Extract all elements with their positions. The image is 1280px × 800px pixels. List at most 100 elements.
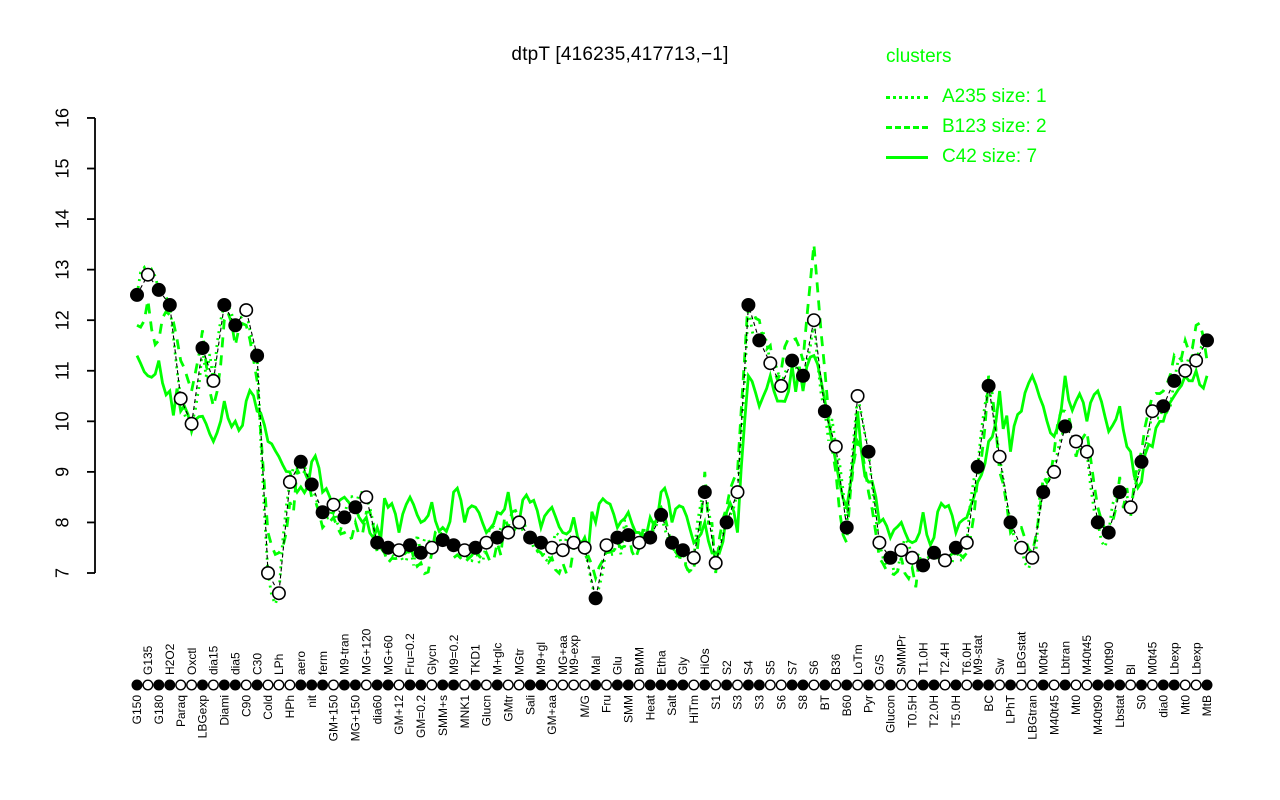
condition-label: Fru [600,695,614,713]
open-point-marker [708,555,723,570]
legend-title: clusters [886,46,952,67]
filled-point-marker [654,507,669,522]
condition-marker [753,679,765,691]
open-point-marker [173,391,188,406]
condition-label: S1 [709,695,723,710]
condition-label: Diami [218,695,232,726]
condition-marker [819,679,831,691]
condition-label: LBGstat [1015,631,1029,675]
open-point-marker [512,515,527,530]
condition-label: M0t45 [1146,641,1160,675]
open-point-marker [1189,353,1204,368]
condition-marker [448,679,460,691]
condition-marker [961,679,973,691]
condition-label: Mt0 [1178,695,1192,715]
condition-label: Lbexp [1167,642,1181,675]
condition-label: BMM [632,647,646,675]
condition-label: Oxctl [185,648,199,675]
filled-point-marker [741,297,756,312]
condition-marker [502,679,514,691]
condition-label: H2O2 [163,643,177,675]
condition-label: Pyr [862,695,876,713]
dotted-line-icon [886,95,928,99]
condition-marker [284,679,296,691]
open-point-marker [501,525,516,540]
condition-label: nit [305,694,319,707]
condition-marker [808,679,820,691]
condition-marker [677,679,689,691]
condition-label: BC [982,695,996,712]
condition-label: M9-exp [567,635,581,675]
open-point-marker [424,540,439,555]
open-point-marker [894,543,909,558]
condition-marker [622,679,634,691]
condition-marker [994,679,1006,691]
condition-marker [1026,679,1038,691]
condition-marker [928,679,940,691]
condition-label: GM+12 [392,695,406,735]
condition-marker [1114,679,1126,691]
condition-label: BT [818,694,832,710]
condition-label: ferm [316,651,330,675]
condition-marker [153,679,165,691]
condition-marker [338,679,350,691]
open-point-marker [959,535,974,550]
condition-label: Glucon [884,695,898,733]
condition-label: C30 [250,653,264,675]
condition-marker [895,679,907,691]
open-point-marker [282,474,297,489]
open-point-marker [206,373,221,388]
filled-point-marker [916,558,931,573]
y-axis: 7 8 9 10 11 12 13 14 15 16 [52,108,96,578]
condition-label: G135 [141,645,155,675]
condition-marker [884,679,896,691]
condition-marker [590,679,602,691]
condition-label: C90 [239,695,253,717]
filled-point-marker [402,538,417,553]
condition-label: aero [294,651,308,675]
condition-marker [1015,679,1027,691]
condition-marker [470,679,482,691]
condition-marker [1092,679,1104,691]
gene-data-points [130,267,1215,606]
filled-point-marker [337,510,352,525]
condition-marker [229,679,241,691]
condition-label: GM=0.2 [414,695,428,738]
open-point-marker [1079,444,1094,459]
y-tick-label: 11 [52,361,72,380]
open-point-marker [140,267,155,282]
condition-marker [546,679,558,691]
condition-marker [732,679,744,691]
open-point-marker [632,535,647,550]
condition-marker [273,679,285,691]
condition-label: S7 [785,660,799,675]
filled-point-marker [664,535,679,550]
condition-label: LPhT [1004,694,1018,723]
condition-marker [797,679,809,691]
condition-label: LoTm [851,644,865,675]
condition-label: S3 [731,695,745,710]
condition-label: HiOs [698,648,712,675]
condition-marker [1059,679,1071,691]
condition-marker [710,679,722,691]
filled-point-marker [1090,515,1105,530]
filled-point-marker [817,404,832,419]
open-point-marker [599,538,614,553]
x-axis-conditions: G150 G135 G180 H2O2 Paraq Oxctl LBGexp dia15 Dia… [130,628,1214,741]
condition-label: S8 [796,695,810,710]
condition-marker [786,679,798,691]
condition-label: T2.4H [938,642,952,675]
filled-point-marker [1058,419,1073,434]
condition-marker [218,679,230,691]
condition-label: S2 [720,660,734,675]
filled-point-marker [293,454,308,469]
condition-marker [852,679,864,691]
condition-marker [131,679,143,691]
condition-label: T2.0H [927,695,941,728]
condition-label: Lbstat [1113,694,1127,727]
condition-label: Glu [611,656,625,675]
condition-label: Gly [676,657,690,675]
open-point-marker [1178,363,1193,378]
condition-marker [240,679,252,691]
